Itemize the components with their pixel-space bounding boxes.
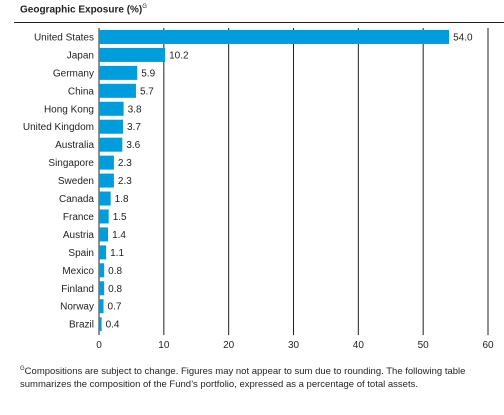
category-label: Canada	[59, 194, 94, 205]
x-tick-label: 50	[418, 340, 430, 351]
category-label: Mexico	[62, 266, 94, 277]
bar	[99, 101, 124, 116]
value-label: 1.5	[113, 212, 127, 223]
category-label: United Kingdom	[23, 122, 94, 133]
title-rule	[14, 22, 504, 23]
value-label: 1.4	[112, 230, 126, 241]
value-label: 5.9	[141, 68, 155, 79]
category-label: Spain	[68, 248, 94, 259]
bar	[99, 317, 102, 332]
category-label: Singapore	[48, 158, 94, 169]
x-tick-label: 20	[223, 340, 235, 351]
bar	[99, 173, 114, 188]
value-label: 3.6	[126, 140, 140, 151]
category-label: Germany	[53, 68, 94, 79]
bar	[99, 227, 109, 242]
bar	[99, 299, 104, 314]
bar	[99, 83, 136, 98]
bar	[99, 137, 123, 152]
category-label: Norway	[60, 302, 94, 313]
value-label: 2.3	[118, 158, 132, 169]
category-label: China	[68, 86, 95, 97]
value-label: 5.7	[140, 86, 154, 97]
bar	[99, 191, 111, 206]
footnote-mark: G	[20, 366, 25, 372]
bar-chart: 0 10 20 30 40 50 60 United States 54.0 Japan 10.2 G…	[23, 28, 494, 351]
category-label: United States	[34, 32, 94, 43]
bar	[99, 263, 105, 278]
value-label: 0.7	[108, 302, 122, 313]
x-tick-label: 10	[158, 340, 170, 351]
category-label: Sweden	[58, 176, 94, 187]
category-label: Hong Kong	[44, 104, 94, 115]
x-tick-label: 30	[288, 340, 300, 351]
bar	[99, 65, 138, 80]
bar	[99, 29, 450, 44]
value-label: 1.1	[110, 248, 124, 259]
bar	[99, 245, 107, 260]
category-label: Australia	[55, 140, 94, 151]
bar	[99, 209, 109, 224]
value-label: 3.7	[127, 122, 141, 133]
category-label: Austria	[63, 230, 95, 241]
bar	[99, 281, 105, 296]
x-tick-label: 60	[482, 340, 494, 351]
category-label: Finland	[61, 284, 94, 295]
value-label: 0.8	[108, 266, 122, 277]
bar	[99, 155, 114, 170]
title-footnote-mark: G	[142, 4, 147, 10]
value-label: 2.3	[118, 176, 132, 187]
x-tick-label: 40	[353, 340, 365, 351]
bar	[99, 119, 123, 134]
category-label: France	[63, 212, 95, 223]
footnote: GCompositions are subject to change. Fig…	[20, 363, 490, 391]
value-label: 3.8	[128, 104, 142, 115]
value-label: 0.8	[108, 284, 122, 295]
category-label: Japan	[67, 50, 94, 61]
chart-title: Geographic Exposure (%)G	[20, 4, 147, 16]
value-label: 0.4	[106, 320, 120, 331]
bar	[99, 47, 166, 62]
x-tick-label: 0	[96, 340, 102, 351]
value-label: 10.2	[169, 50, 189, 61]
value-label: 54.0	[453, 32, 473, 43]
category-label: Brazil	[69, 320, 94, 331]
value-label: 1.8	[115, 194, 129, 205]
footnote-text: Compositions are subject to change. Figu…	[20, 366, 466, 391]
